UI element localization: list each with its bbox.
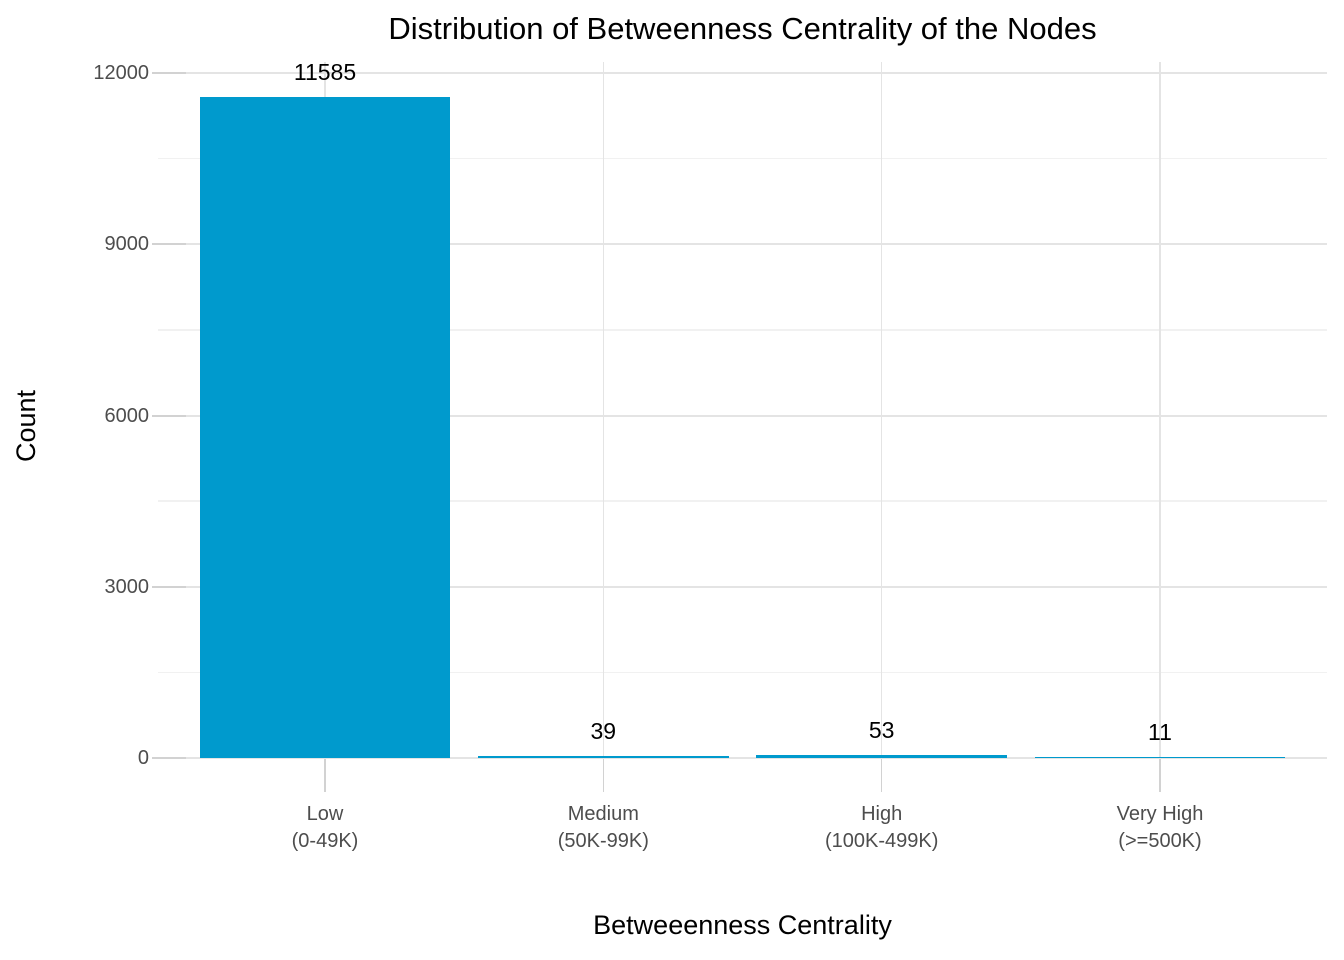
bar-very-high — [1034, 756, 1286, 758]
y-gridline-minor — [158, 671, 1327, 674]
x-tick-label-line: Low — [306, 803, 344, 825]
x-tick-mark — [1159, 759, 1161, 792]
x-tick-mark — [324, 759, 326, 792]
x-tick-label-line: Very High — [1116, 803, 1204, 825]
bar-value-label: 39 — [590, 717, 617, 744]
y-tick-label: 0 — [137, 747, 149, 769]
x-tick-label-line: Medium — [567, 803, 639, 825]
x-tick-label-line: (100K-499K) — [824, 830, 939, 852]
bar-low — [199, 96, 451, 758]
x-gridline — [602, 62, 605, 758]
x-tick-label: Medium (50K-99K) — [463, 801, 743, 855]
x-tick-label-line: High — [861, 803, 903, 825]
x-tick-label: Low (0-49K) — [185, 801, 465, 855]
y-gridline-major — [158, 72, 1327, 74]
y-tick-mark — [152, 72, 186, 74]
x-gridline — [1159, 62, 1161, 758]
x-axis-title: Betweeenness Centrality — [593, 910, 892, 940]
x-tick-mark — [880, 759, 883, 792]
x-tick-label-line: (>=500K) — [1118, 830, 1202, 852]
bar-medium — [478, 755, 729, 758]
x-tick-label-line: (50K-99K) — [557, 830, 649, 852]
y-tick-mark — [152, 243, 186, 246]
y-tick-mark — [152, 757, 186, 759]
x-tick-mark — [602, 759, 605, 792]
y-tick-label: 12000 — [93, 62, 149, 84]
bar-value-label: 11 — [1148, 718, 1172, 745]
x-tick-label: High (100K-499K) — [742, 801, 1022, 855]
y-gridline-minor — [158, 329, 1327, 331]
y-gridline-major — [158, 414, 1327, 417]
bar-value-label: 53 — [868, 717, 895, 743]
x-tick-label-line: (0-49K) — [291, 830, 359, 852]
y-gridline-minor — [158, 157, 1327, 160]
bar-high — [756, 755, 1007, 758]
y-tick-label: 6000 — [104, 404, 150, 427]
chart-title: Distribution of Betweenness Centrality o… — [388, 11, 1097, 46]
x-tick-label: Very High (>=500K) — [1020, 801, 1300, 855]
y-gridline-major — [158, 243, 1327, 246]
y-tick-label: 9000 — [104, 233, 150, 256]
bar-value-label: 11585 — [293, 58, 357, 85]
y-tick-label: 3000 — [104, 575, 150, 598]
y-tick-mark — [152, 414, 186, 417]
y-tick-mark — [152, 585, 186, 588]
y-gridline-major — [158, 757, 1327, 759]
x-gridline — [880, 62, 883, 758]
y-gridline-major — [158, 585, 1327, 588]
y-gridline-minor — [158, 500, 1327, 502]
